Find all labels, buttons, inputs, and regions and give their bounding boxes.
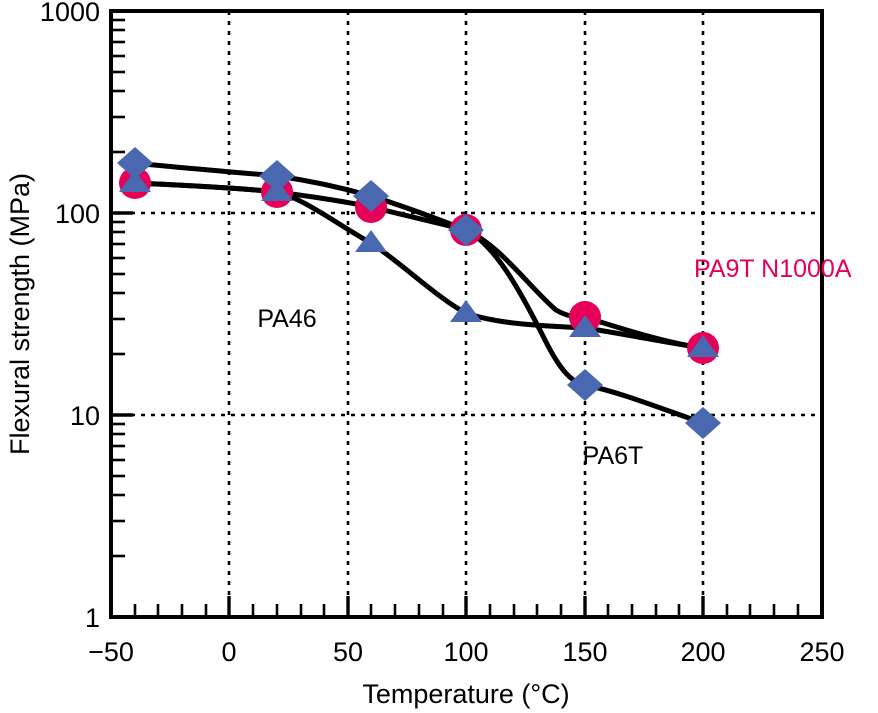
x-axis-title: Temperature (°C) (362, 679, 569, 709)
x-tick-label--50: −50 (88, 637, 134, 667)
markers-pa6t (117, 147, 721, 439)
x-tick-label-150: 150 (562, 637, 607, 667)
marker-pa6t (117, 147, 153, 179)
marker-pa46 (355, 230, 387, 252)
markers-pa46 (119, 170, 719, 357)
y-axis-title: Flexural strength (MPa) (5, 173, 35, 455)
x-tick-label-50: 50 (333, 637, 363, 667)
annotation-pa6t: PA6T (583, 442, 644, 470)
marker-pa46 (569, 315, 601, 337)
x-tick-label-100: 100 (443, 637, 488, 667)
y-tick-label-10: 10 (70, 401, 100, 431)
y-tick-label-100: 100 (55, 199, 100, 229)
y-axis-ticks (111, 9, 133, 619)
data-layer (132, 160, 706, 426)
plot-frame (109, 9, 824, 619)
series-line-pa46 (132, 180, 706, 351)
y-tick-label-1: 1 (85, 603, 100, 633)
series-line-pa6t (132, 160, 706, 426)
x-axis-ticks (109, 596, 824, 617)
marker-pa46 (687, 335, 719, 357)
marker-pa6t (448, 214, 484, 246)
marker-pa46 (119, 170, 151, 192)
marker-pa46 (450, 300, 482, 322)
y-tick-label-1000: 1000 (40, 0, 100, 27)
annotation-pa9t-n1000a: PA9T N1000A (694, 255, 852, 283)
x-tick-label-250: 250 (799, 637, 844, 667)
marker-pa6t (259, 160, 295, 192)
marker-pa6t (567, 369, 603, 401)
series-line-pa9t (132, 180, 706, 351)
x-tick-label-0: 0 (221, 637, 236, 667)
marker-pa6t (353, 180, 389, 212)
x-tick-label-200: 200 (680, 637, 725, 667)
annotation-pa46: PA46 (257, 305, 316, 333)
marker-pa6t (685, 407, 721, 439)
